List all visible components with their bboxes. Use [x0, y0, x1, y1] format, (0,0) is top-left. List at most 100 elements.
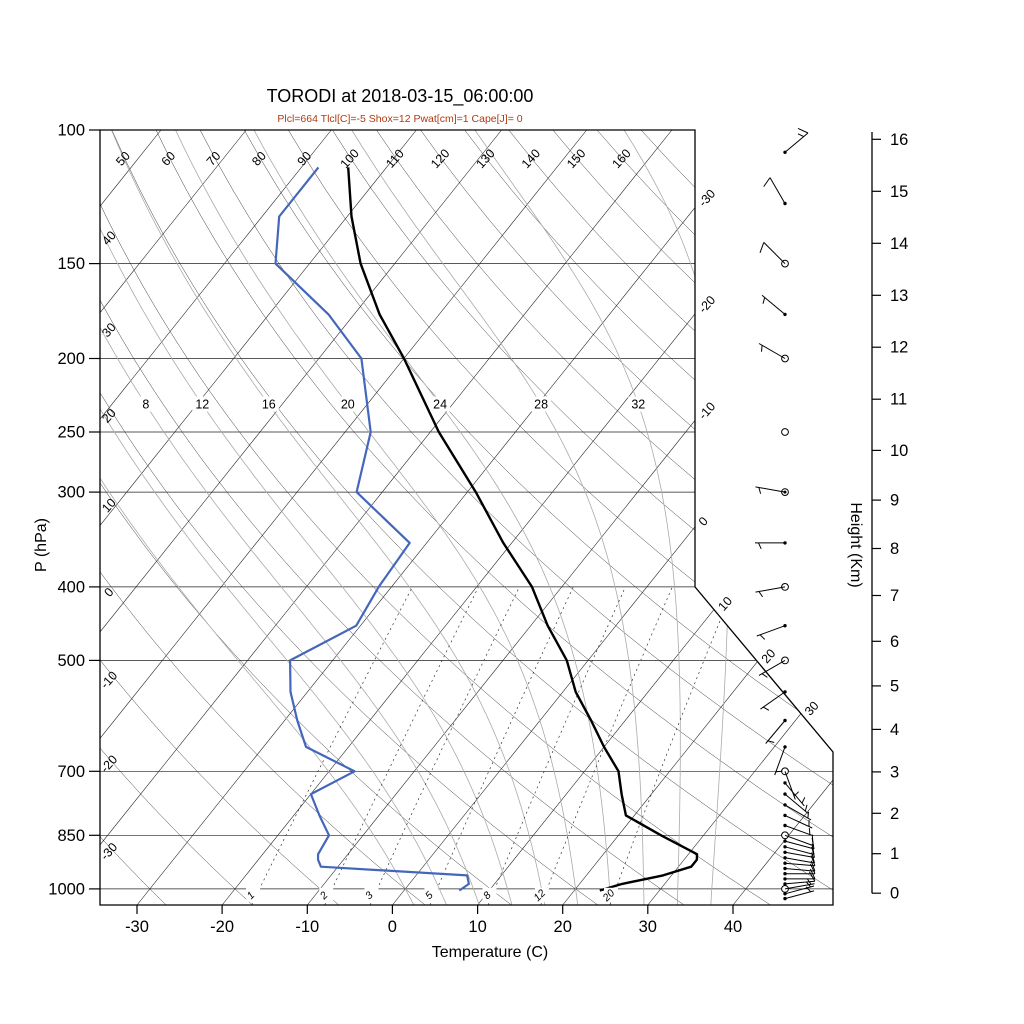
dry-adiabat-label: 100 — [338, 146, 362, 171]
pressure-tick-label: 1000 — [48, 880, 85, 898]
label-mask — [534, 887, 549, 902]
moist-adiabat-line — [474, 130, 681, 905]
height-tick-label: 10 — [890, 442, 908, 460]
dry-adiabat-line — [111, 130, 833, 905]
wind-barb — [781, 428, 789, 436]
moist-adiabat-label: 20 — [341, 398, 355, 412]
dry-adiabat-line — [100, 130, 426, 905]
plot-frame — [99, 129, 834, 906]
mixing-ratio-line — [324, 586, 479, 905]
dry-adiabat-label: 40 — [99, 228, 119, 248]
dry-adiabat-line — [199, 130, 833, 905]
isotherm-line — [100, 130, 247, 905]
mixing-ratio-line — [609, 586, 735, 905]
dry-adiabat-label: 90 — [295, 149, 315, 169]
isotherm-label: 30 — [802, 699, 822, 719]
temp-tick-label: 30 — [639, 918, 657, 936]
wind-barb — [783, 803, 812, 821]
dry-adiabat-line — [288, 130, 833, 905]
dry-adiabat-label: 140 — [519, 146, 543, 171]
label-mask — [319, 887, 334, 902]
dry-adiabat-line — [376, 130, 833, 905]
isotherm-line — [647, 130, 833, 905]
dry-adiabat-label: 20 — [99, 406, 119, 426]
pressure-tick-label: 700 — [57, 763, 85, 781]
pressure-axis-label: P (hPa) — [33, 518, 50, 572]
isotherm-label: 0 — [696, 514, 711, 529]
temp-axis-label: Temperature (C) — [432, 944, 548, 961]
skewt-grid — [100, 130, 833, 905]
dry-adiabat-line — [100, 130, 512, 905]
height-tick-label: 11 — [890, 391, 907, 409]
moist-adiabat-label: 16 — [262, 398, 276, 412]
wind-barb — [763, 177, 787, 206]
dry-adiabat-line — [508, 130, 833, 905]
height-tick-label: 2 — [890, 805, 899, 823]
label-mask — [364, 887, 379, 902]
height-tick-label: 15 — [890, 183, 908, 201]
moist-adiabat-line — [100, 130, 513, 905]
isotherm-line — [100, 130, 162, 905]
dry-adiabat-line — [420, 130, 833, 905]
wind-barb — [758, 343, 789, 363]
label-mask — [628, 396, 649, 412]
wind-barb — [783, 127, 809, 154]
moist-adiabat-line — [175, 130, 579, 905]
label-mask — [246, 887, 261, 902]
label-mask — [604, 887, 618, 902]
moist-adiabat-line — [623, 130, 730, 905]
dry-adiabat-line — [100, 130, 598, 905]
label-mask — [482, 887, 497, 902]
temp-tick-label: 20 — [554, 918, 572, 936]
moist-adiabat-label: 28 — [534, 398, 548, 412]
height-tick-label: 14 — [890, 235, 908, 253]
dry-adiabat-line — [155, 130, 833, 905]
moist-adiabat-label: 32 — [631, 398, 645, 412]
pressure-tick-label: 200 — [57, 350, 85, 368]
isotherm-line — [477, 130, 833, 905]
isotherm-label: 10 — [715, 594, 735, 614]
wind-barbs — [755, 127, 816, 901]
label-mask — [430, 396, 451, 412]
height-tick-label: 3 — [890, 763, 899, 781]
pressure-tick-label: 300 — [57, 484, 85, 502]
wind-barb — [783, 823, 814, 837]
label-mask — [424, 887, 439, 902]
isotherm-line — [136, 130, 758, 905]
wind-barb — [755, 583, 789, 598]
isotherm-label: -20 — [696, 293, 719, 316]
dry-adiabat-line — [596, 130, 833, 905]
temp-tick-label: -10 — [295, 918, 319, 936]
wind-barb — [781, 831, 814, 847]
moist-adiabat-label: 8 — [142, 398, 149, 412]
wind-barb — [755, 541, 787, 550]
pressure-tick-label: 150 — [57, 255, 85, 273]
height-tick-label: 16 — [890, 131, 908, 149]
isotherm-line — [100, 130, 587, 905]
dry-adiabat-label: 120 — [428, 146, 452, 171]
dewpoint-curve — [274, 166, 470, 892]
temp-tick-label: 40 — [724, 918, 742, 936]
temp-tick-label: -30 — [125, 918, 149, 936]
isotherm-line — [732, 130, 833, 905]
wind-barb — [774, 745, 787, 776]
dry-adiabat-label: 10 — [99, 496, 119, 516]
pressure-tick-label: 400 — [57, 578, 85, 596]
wind-barb — [765, 718, 787, 744]
moist-adiabat-line — [253, 130, 612, 905]
dry-adiabat-line — [100, 130, 339, 905]
dry-adiabat-label: -20 — [98, 752, 121, 775]
dry-adiabat-label: 50 — [113, 149, 133, 169]
temp-tick-label: -20 — [210, 918, 234, 936]
height-tick-label: 12 — [890, 339, 908, 357]
height-tick-label: 7 — [890, 587, 899, 605]
height-tick-label: 9 — [890, 492, 899, 510]
moist-adiabat-line — [100, 130, 447, 905]
dry-adiabat-line — [552, 130, 833, 905]
wind-barb — [760, 690, 787, 711]
wind-barb — [761, 294, 787, 317]
mixing-ratio-line — [487, 586, 626, 905]
